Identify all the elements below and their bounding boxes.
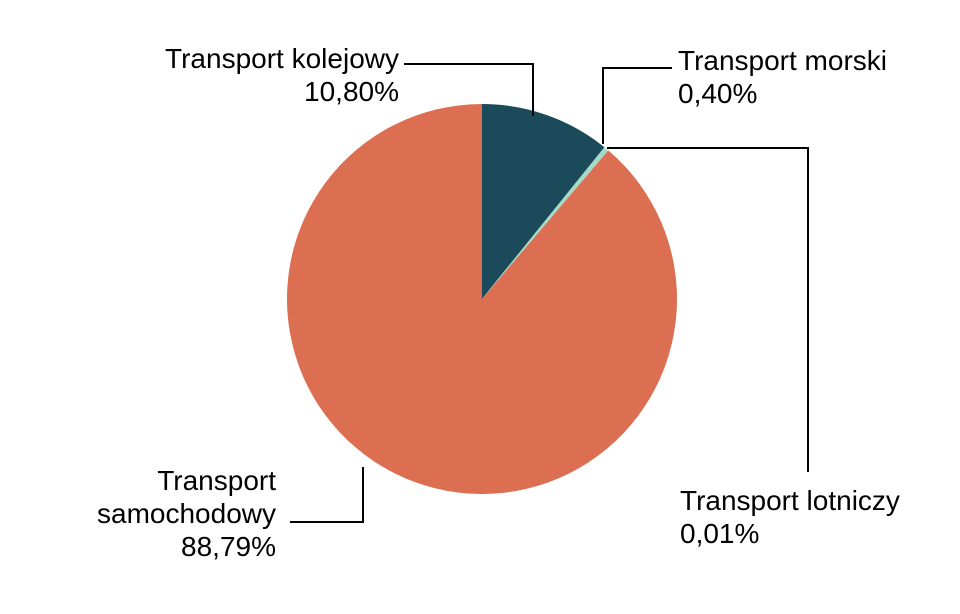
leader-line-lotniczy bbox=[607, 147, 809, 472]
pie-slice-3 bbox=[286, 104, 677, 494]
callout-transport-lotniczy: Transport lotniczy 0,01% bbox=[680, 484, 900, 550]
callout-label: Transport lotniczy bbox=[680, 485, 900, 516]
callout-transport-morski: Transport morski 0,40% bbox=[678, 44, 887, 110]
callout-value: 0,01% bbox=[680, 518, 760, 549]
pie-slices bbox=[286, 104, 677, 494]
callout-value: 0,40% bbox=[678, 78, 758, 109]
pie-slice-0 bbox=[482, 104, 605, 299]
callout-label: Transport morski bbox=[678, 45, 888, 76]
leader-lines bbox=[290, 63, 809, 523]
callout-label: samochodowy bbox=[97, 498, 276, 529]
pie-slice-2 bbox=[482, 150, 609, 299]
callout-transport-kolejowy: Transport kolejowy 10,80% bbox=[165, 42, 399, 108]
pie-slice-1 bbox=[482, 147, 609, 299]
leader-line-samochodowy bbox=[290, 467, 364, 523]
leader-line-kolejowy bbox=[404, 63, 534, 116]
callout-label: Transport kolejowy bbox=[165, 43, 399, 74]
callout-value: 10,80% bbox=[304, 76, 399, 107]
callout-label: Transport bbox=[157, 465, 276, 496]
callout-transport-samochodowy: Transport samochodowy 88,79% bbox=[97, 464, 276, 563]
leader-line-morski bbox=[602, 67, 672, 144]
callout-value: 88,79% bbox=[181, 531, 276, 562]
